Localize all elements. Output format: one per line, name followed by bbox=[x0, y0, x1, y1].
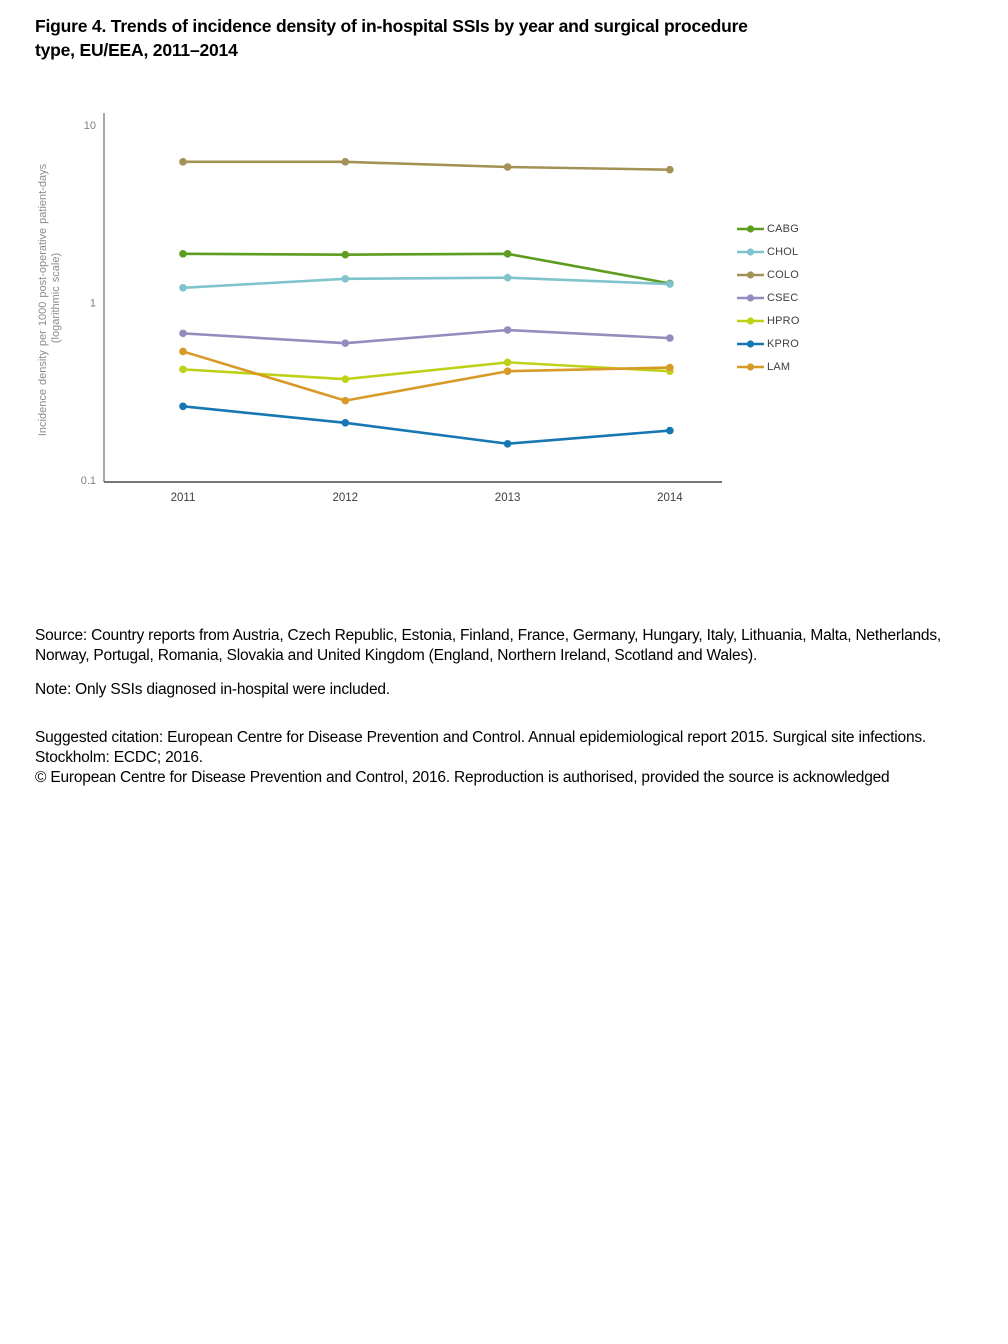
data-point-LAM-2012 bbox=[341, 396, 350, 405]
data-point-CHOL-2013 bbox=[503, 273, 512, 282]
legend-marker-icon bbox=[737, 340, 764, 348]
citation-text: Suggested citation: European Centre for … bbox=[35, 729, 927, 766]
figure-title: Figure 4. Trends of incidence density of… bbox=[35, 14, 935, 62]
data-point-HPRO-2011 bbox=[179, 365, 187, 374]
y-tick-label-0.1: 0.1 bbox=[81, 475, 96, 487]
series-line-COLO bbox=[181, 160, 672, 171]
footer-text: Source: Country reports from Austria, Cz… bbox=[35, 626, 977, 788]
x-tick-label-2014: 2014 bbox=[657, 492, 683, 504]
data-point-CHOL-2011 bbox=[179, 284, 187, 292]
legend-item-LAM: LAM bbox=[737, 360, 800, 374]
data-point-KPRO-2012 bbox=[341, 419, 350, 427]
x-axis-ticks: 2011 2012 2013 2014 bbox=[171, 492, 684, 504]
series-line-CSEC bbox=[181, 328, 672, 345]
source-text: Source: Country reports from Austria, Cz… bbox=[35, 627, 942, 664]
figure-title-line1: Figure 4. Trends of incidence density of… bbox=[35, 16, 748, 36]
legend-item-label: KPRO bbox=[767, 338, 799, 350]
legend-item-label: COLO bbox=[767, 269, 799, 281]
axes bbox=[103, 113, 722, 483]
note-text: Note: Only SSIs diagnosed in-hospital we… bbox=[35, 681, 390, 698]
y-tick-label-1: 1 bbox=[90, 298, 96, 310]
x-tick-label-2013: 2013 bbox=[495, 492, 521, 504]
legend-item-label: CABG bbox=[767, 223, 799, 235]
data-point-CABG-2013 bbox=[503, 250, 512, 258]
data-series bbox=[179, 158, 674, 448]
data-point-LAM-2014 bbox=[666, 363, 674, 372]
y-tick-label-10: 10 bbox=[84, 120, 96, 132]
data-point-COLO-2013 bbox=[503, 163, 512, 171]
y-axis-ticks: 10 1 0.1 bbox=[81, 120, 96, 487]
data-point-COLO-2012 bbox=[341, 158, 350, 166]
series-line-CHOL bbox=[181, 276, 672, 290]
legend-item-CHOL: CHOL bbox=[737, 245, 800, 259]
data-point-KPRO-2013 bbox=[503, 439, 512, 448]
data-point-CABG-2011 bbox=[179, 250, 187, 258]
legend-item-label: CSEC bbox=[767, 292, 799, 304]
legend-item-CABG: CABG bbox=[737, 222, 800, 236]
data-point-CSEC-2011 bbox=[179, 329, 187, 338]
legend-item-label: CHOL bbox=[767, 246, 799, 258]
x-tick-label-2011: 2011 bbox=[171, 492, 196, 504]
series-line-CABG bbox=[181, 252, 672, 285]
legend-marker-icon bbox=[737, 248, 764, 256]
copyright-text: © European Centre for Disease Prevention… bbox=[35, 769, 890, 786]
x-tick-label-2012: 2012 bbox=[333, 492, 359, 504]
y-axis-title: Incidence density per 1000 post-operativ… bbox=[37, 160, 62, 436]
data-point-CSEC-2012 bbox=[341, 339, 350, 347]
series-line-KPRO bbox=[181, 405, 672, 446]
legend-item-KPRO: KPRO bbox=[737, 337, 800, 351]
data-point-LAM-2013 bbox=[503, 367, 512, 376]
legend-marker-icon bbox=[737, 271, 764, 279]
data-point-COLO-2014 bbox=[666, 165, 674, 174]
legend-item-label: HPRO bbox=[767, 315, 800, 327]
legend-marker-icon bbox=[737, 363, 764, 371]
series-line-LAM bbox=[181, 350, 672, 402]
figure-title-line2: type, EU/EEA, 2011–2014 bbox=[35, 40, 238, 61]
series-line-HPRO bbox=[181, 361, 672, 381]
data-point-HPRO-2013 bbox=[503, 358, 512, 367]
legend-marker-icon bbox=[737, 294, 764, 302]
data-point-CSEC-2014 bbox=[666, 334, 674, 342]
data-point-CABG-2012 bbox=[341, 250, 350, 259]
legend-item-COLO: COLO bbox=[737, 268, 800, 282]
data-point-CHOL-2012 bbox=[341, 274, 350, 283]
chart-area: Incidence density per 1000 post-operativ… bbox=[30, 100, 730, 520]
legend-item-CSEC: CSEC bbox=[737, 291, 800, 305]
trend-line-chart: Incidence density per 1000 post-operativ… bbox=[37, 113, 722, 504]
legend-marker-icon bbox=[737, 317, 764, 325]
legend-marker-icon bbox=[737, 225, 764, 233]
legend-item-label: LAM bbox=[767, 361, 791, 373]
data-point-CSEC-2013 bbox=[503, 326, 512, 334]
legend-item-HPRO: HPRO bbox=[737, 314, 800, 328]
data-point-COLO-2011 bbox=[179, 158, 187, 166]
data-point-HPRO-2012 bbox=[341, 375, 350, 383]
data-point-CHOL-2014 bbox=[666, 280, 674, 288]
legend: CABG CHOL COLO CSEC HPRO KPRO LAM bbox=[737, 222, 800, 374]
data-point-KPRO-2011 bbox=[179, 402, 187, 411]
data-point-KPRO-2014 bbox=[666, 426, 674, 435]
data-point-LAM-2011 bbox=[179, 347, 187, 356]
